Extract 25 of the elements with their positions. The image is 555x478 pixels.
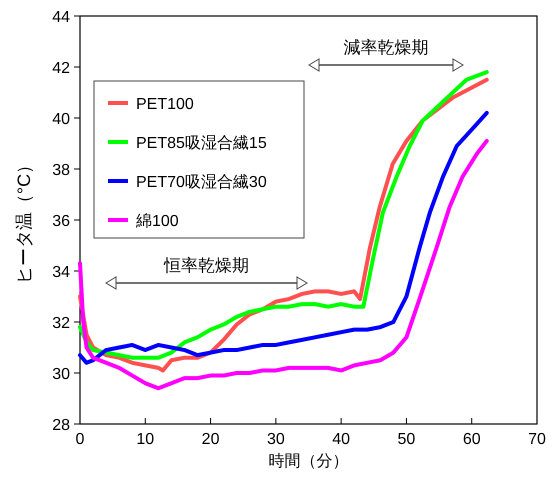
legend-label: PET70吸湿合繊30 (136, 173, 267, 191)
x-axis-title: 時間（分） (268, 452, 348, 470)
x-tick-label: 50 (398, 431, 416, 448)
x-tick-label: 10 (136, 431, 154, 448)
y-tick-label: 36 (52, 213, 70, 230)
y-tick-label: 34 (52, 264, 70, 281)
y-tick-label: 44 (52, 9, 70, 26)
legend-label: PET100 (136, 96, 194, 113)
x-tick-label: 0 (76, 431, 85, 448)
x-tick-label: 20 (202, 431, 220, 448)
y-axis-title: ヒータ温（°C） (14, 156, 34, 284)
annotation: 減率乾燥期 (344, 38, 428, 57)
x-tick-label: 60 (462, 431, 481, 448)
y-tick-label: 42 (52, 60, 70, 77)
annotation: 恒率乾燥期 (163, 256, 249, 275)
legend-label: PET85吸湿合繊15 (136, 134, 267, 152)
y-tick-label: 40 (52, 111, 70, 128)
y-tick-label: 28 (52, 417, 70, 434)
legend-label: 綿100 (135, 213, 179, 230)
x-tick-label: 70 (528, 431, 546, 448)
y-tick-label: 38 (52, 162, 70, 179)
y-tick-label: 30 (52, 366, 70, 383)
x-tick-label: 30 (266, 431, 285, 448)
x-tick-label: 40 (332, 431, 350, 448)
y-tick-label: 32 (52, 315, 70, 332)
